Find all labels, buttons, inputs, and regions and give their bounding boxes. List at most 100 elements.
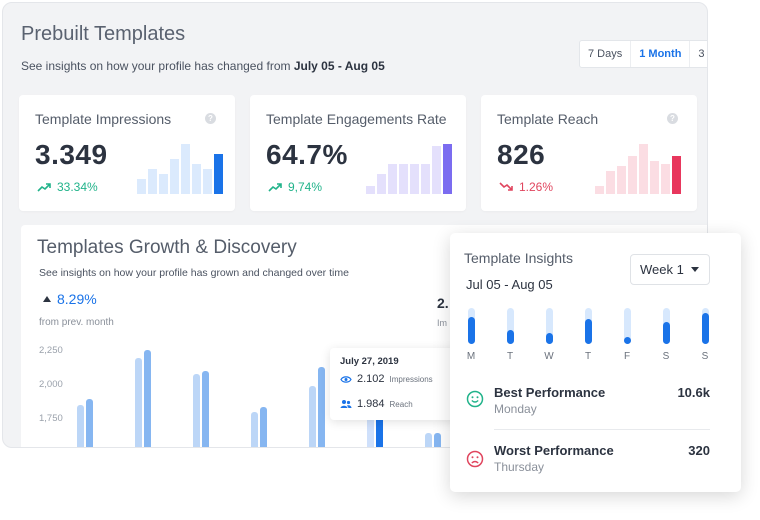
date-range: July 05 - Aug 05 <box>293 59 385 73</box>
day-bar-fill <box>702 313 709 344</box>
tooltip-reach: 1.984 Reach <box>340 398 413 410</box>
chart-tooltip: July 27, 2019 2.102 Impressions 1.984 Reac… <box>330 348 460 420</box>
growth-secondary-value: 2. <box>437 295 449 311</box>
day-label: S <box>701 351 709 362</box>
range-3[interactable]: 3 <box>698 48 705 60</box>
day-bar <box>663 308 670 344</box>
growth-bar[interactable] <box>251 412 258 447</box>
mini-bar <box>399 164 408 194</box>
growth-bar[interactable] <box>318 367 325 447</box>
card-title: Template Engagements Rate <box>266 111 447 127</box>
day-bar-fill <box>585 319 592 344</box>
day-bar <box>624 308 631 344</box>
mini-bar-chart <box>595 144 681 194</box>
range-7-days[interactable]: 7 Days <box>588 48 623 60</box>
users-icon <box>340 400 352 408</box>
mini-bar <box>606 171 615 194</box>
best-performance-day: Monday <box>494 402 537 416</box>
growth-bar[interactable] <box>135 357 142 447</box>
day-label: S <box>662 351 670 362</box>
worst-performance-value: 320 <box>688 443 710 458</box>
mini-bar <box>650 161 659 194</box>
mini-bar <box>137 179 146 194</box>
y-tick-label: 1,750 <box>39 413 63 424</box>
day-bar-fill <box>663 322 670 344</box>
growth-title: Templates Growth & Discovery <box>37 237 297 258</box>
day-label: T <box>584 351 592 362</box>
growth-bar[interactable] <box>434 432 441 447</box>
mini-bar <box>203 169 212 194</box>
card-value: 826 <box>497 139 546 170</box>
day-bar <box>702 308 709 344</box>
tooltip-impressions: 2.102 Impressions <box>340 373 433 385</box>
trend-up-icon <box>268 183 282 192</box>
insights-card: Template Insights Jul 05 - Aug 05 Week 1… <box>450 233 741 492</box>
page-subtitle: See insights on how your profile has cha… <box>21 59 385 73</box>
growth-bar[interactable] <box>309 386 316 447</box>
day-bar <box>468 308 475 344</box>
day-label: F <box>623 351 631 362</box>
range-selector: 7 Days 1 Month 3 <box>579 40 707 68</box>
growth-bar[interactable] <box>86 398 93 447</box>
growth-subtitle: See insights on how your profile has gro… <box>39 267 349 279</box>
mini-bar <box>628 156 637 194</box>
day-bar-fill <box>546 333 553 344</box>
mini-bar-chart <box>366 144 452 194</box>
y-tick-label: 2,250 <box>39 345 63 356</box>
card-impressions: Template Impressions ? 3.349 33.34% <box>19 95 235 211</box>
mini-bar <box>170 159 179 194</box>
trend-up-icon <box>37 183 51 192</box>
mini-bar-chart <box>137 144 223 194</box>
mini-bar <box>214 154 223 194</box>
growth-bar[interactable] <box>202 371 209 447</box>
week-dropdown[interactable]: Week 1 <box>630 254 710 285</box>
range-1-month[interactable]: 1 Month <box>630 41 691 67</box>
growth-bar[interactable] <box>144 349 151 447</box>
card-value: 64.7% <box>266 139 348 170</box>
growth-change-label: from prev. month <box>39 317 114 328</box>
growth-bar[interactable] <box>425 432 432 447</box>
best-performance-label: Best Performance <box>494 385 606 400</box>
card-title: Template Impressions <box>35 111 172 127</box>
day-label: M <box>466 351 476 362</box>
card-reach: Template Reach ? 826 1.26% <box>481 95 697 211</box>
card-change: 1.26% <box>499 180 553 194</box>
mini-bar <box>595 186 604 194</box>
smile-icon <box>466 390 484 408</box>
card-engagement: Template Engagements Rate 64.7% 9,74% <box>250 95 466 211</box>
frown-icon <box>466 450 484 468</box>
day-bar-fill <box>507 330 514 344</box>
day-bar <box>507 308 514 344</box>
card-change: 9,74% <box>268 180 322 194</box>
best-performance-value: 10.6k <box>677 385 710 400</box>
mini-bar <box>617 166 626 194</box>
card-title: Template Reach <box>497 111 599 127</box>
mini-bar <box>159 174 168 194</box>
trend-down-icon <box>499 182 513 191</box>
day-bar-fill <box>468 317 475 344</box>
mini-bar <box>388 164 397 194</box>
help-icon[interactable]: ? <box>667 113 678 124</box>
mini-bar <box>639 144 648 194</box>
day-label: W <box>544 351 554 362</box>
mini-bar <box>432 146 441 194</box>
day-bar-fill <box>624 337 631 344</box>
mini-bar <box>421 164 430 194</box>
eye-icon <box>340 375 352 383</box>
growth-bar[interactable] <box>77 405 84 447</box>
growth-bar[interactable] <box>193 374 200 447</box>
mini-bar <box>410 164 419 194</box>
mini-bar <box>148 169 157 194</box>
day-bar <box>585 308 592 344</box>
mini-bar <box>192 164 201 194</box>
growth-bar[interactable] <box>260 406 267 447</box>
insights-dates: Jul 05 - Aug 05 <box>466 277 553 292</box>
mini-bar <box>672 156 681 194</box>
card-change: 33.34% <box>37 180 98 194</box>
mini-bar <box>661 164 670 194</box>
day-bar <box>546 308 553 344</box>
worst-performance-label: Worst Performance <box>494 443 614 458</box>
help-icon[interactable]: ? <box>205 113 216 124</box>
caret-down-icon <box>691 267 699 272</box>
mini-bar <box>366 186 375 194</box>
